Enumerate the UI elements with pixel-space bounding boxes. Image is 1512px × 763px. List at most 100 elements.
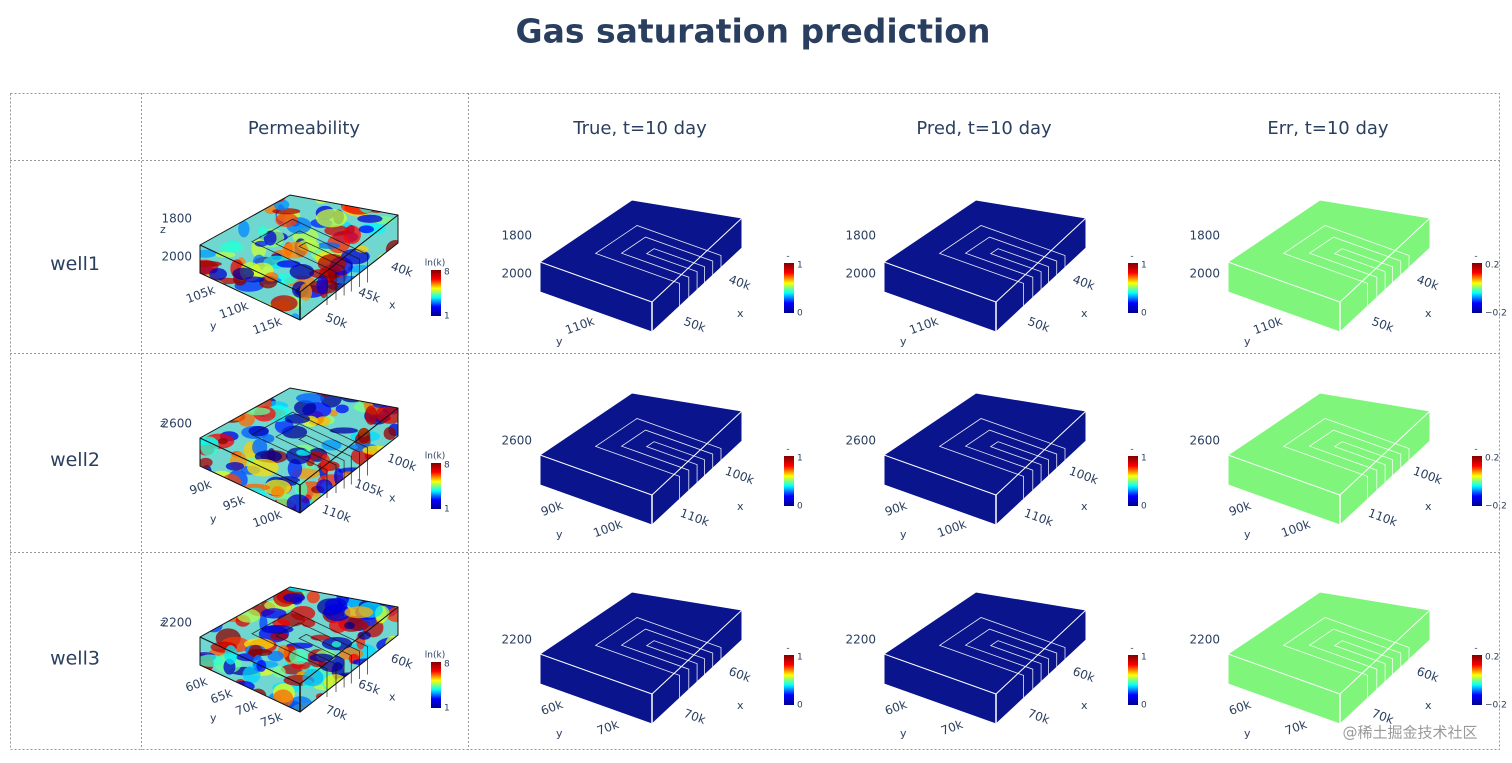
texture-blob <box>226 485 245 495</box>
texture-blob <box>217 438 228 445</box>
texture-blob <box>272 666 286 678</box>
plot-3d: 2600 90k 100k y 100k 110k x -1 0 <box>501 392 803 541</box>
y-tick-label: 100k <box>251 507 284 530</box>
texture-blob <box>296 393 325 404</box>
z-tick-label: 2000 <box>501 267 532 281</box>
column-header: Pred, t=10 day <box>916 118 1052 139</box>
texture-blob <box>220 208 230 221</box>
cut-outline <box>1282 617 1410 706</box>
y-axis-title: y <box>900 727 907 740</box>
box-face <box>884 200 1086 302</box>
cut-outline <box>1282 418 1410 507</box>
y-tick-label: 110k <box>1251 314 1284 337</box>
colorbar-title: ln(k) <box>425 651 445 661</box>
texture-blob <box>391 506 398 513</box>
box-outline <box>199 194 399 321</box>
colorbar-max: 8 <box>444 268 450 278</box>
z-tick-label: 1800 <box>501 229 532 243</box>
cut-outline <box>1308 628 1402 700</box>
texture-blob <box>289 649 309 665</box>
texture-blob <box>376 195 388 201</box>
cut-outline <box>938 418 1066 507</box>
x-tick-label: 100k <box>723 464 756 487</box>
texture-blob <box>357 631 371 640</box>
y-axis-title: y <box>900 335 907 348</box>
cut-outline <box>989 640 1049 694</box>
y-axis-title: y <box>900 528 907 541</box>
y-tick-label: 110k <box>217 298 250 321</box>
z-tick-label: 2600 <box>161 417 192 431</box>
column-header: True, t=10 day <box>572 118 707 139</box>
texture-blob <box>206 599 239 607</box>
box-face <box>540 592 742 694</box>
y-tick-label: 100k <box>1279 517 1312 540</box>
x-axis-title: x <box>389 299 396 312</box>
colorbar <box>1472 263 1482 313</box>
texture-blob <box>316 479 333 494</box>
z-tick-label: 2200 <box>1189 633 1220 647</box>
row-label: well2 <box>50 449 100 471</box>
y-tick-label: 105k <box>184 283 217 306</box>
texture-blob <box>244 276 265 283</box>
colorbar-title: - <box>786 252 789 262</box>
cut-outline <box>1308 236 1402 308</box>
cut-outline <box>989 248 1049 302</box>
colorbar-min: −0.2 <box>1485 701 1507 711</box>
colorbar-min: 0 <box>797 309 803 319</box>
texture-blob <box>362 666 378 679</box>
texture-blob <box>209 268 227 281</box>
texture-blob <box>296 449 312 456</box>
texture-blob <box>355 245 369 253</box>
texture-blob <box>231 391 250 399</box>
x-tick-label: 110k <box>320 502 353 525</box>
box-face <box>540 262 652 332</box>
cut-outline <box>1333 441 1393 495</box>
y-axis-title: y <box>556 528 563 541</box>
texture-blob <box>351 670 380 678</box>
x-tick-label: 70k <box>324 702 350 723</box>
box-face <box>884 262 996 332</box>
texture-blob <box>344 621 355 630</box>
texture-blob <box>261 608 287 619</box>
cut-outline <box>964 628 1058 700</box>
colorbar-min: 0 <box>797 701 803 711</box>
texture-blob <box>302 669 324 687</box>
texture-blob <box>200 395 212 402</box>
texture-blob <box>214 610 232 621</box>
texture-blob <box>329 409 338 417</box>
plot-3d: 2200 60k 70k y 60k 70k x -1 0 <box>845 591 1147 740</box>
texture-blob <box>268 195 286 203</box>
cut-outline <box>1282 225 1410 314</box>
texture-blob <box>373 467 398 486</box>
x-tick-label: 40k <box>1415 272 1441 293</box>
box-outline <box>539 392 743 526</box>
y-axis-title: y <box>210 320 217 333</box>
column-header: Err, t=10 day <box>1267 118 1389 139</box>
box-face <box>1228 455 1340 525</box>
y-axis-title: y <box>1244 727 1251 740</box>
colorbar <box>784 655 794 705</box>
texture-blob <box>224 645 238 665</box>
y-tick-label: 100k <box>591 517 624 540</box>
colorbar-max: 8 <box>444 660 450 670</box>
cut-outline <box>938 617 1066 706</box>
box-face <box>1228 592 1430 694</box>
texture-blob <box>316 416 331 426</box>
x-axis-title: x <box>1425 500 1432 513</box>
texture-blob <box>307 310 323 318</box>
cut-outline <box>645 441 705 495</box>
cut-outline <box>620 429 714 501</box>
texture-blob <box>387 592 397 605</box>
cut-outline <box>1333 248 1393 302</box>
texture-blob <box>335 404 349 414</box>
box-outline <box>883 199 1087 333</box>
colorbar-title: ln(k) <box>425 259 445 269</box>
x-tick-label: 100k <box>1067 464 1100 487</box>
texture-blob <box>200 403 220 419</box>
y-tick-label: 115k <box>251 314 284 337</box>
colorbar-min: 1 <box>444 704 450 714</box>
z-tick-label: 1800 <box>161 212 192 226</box>
texture-blob <box>263 230 277 246</box>
